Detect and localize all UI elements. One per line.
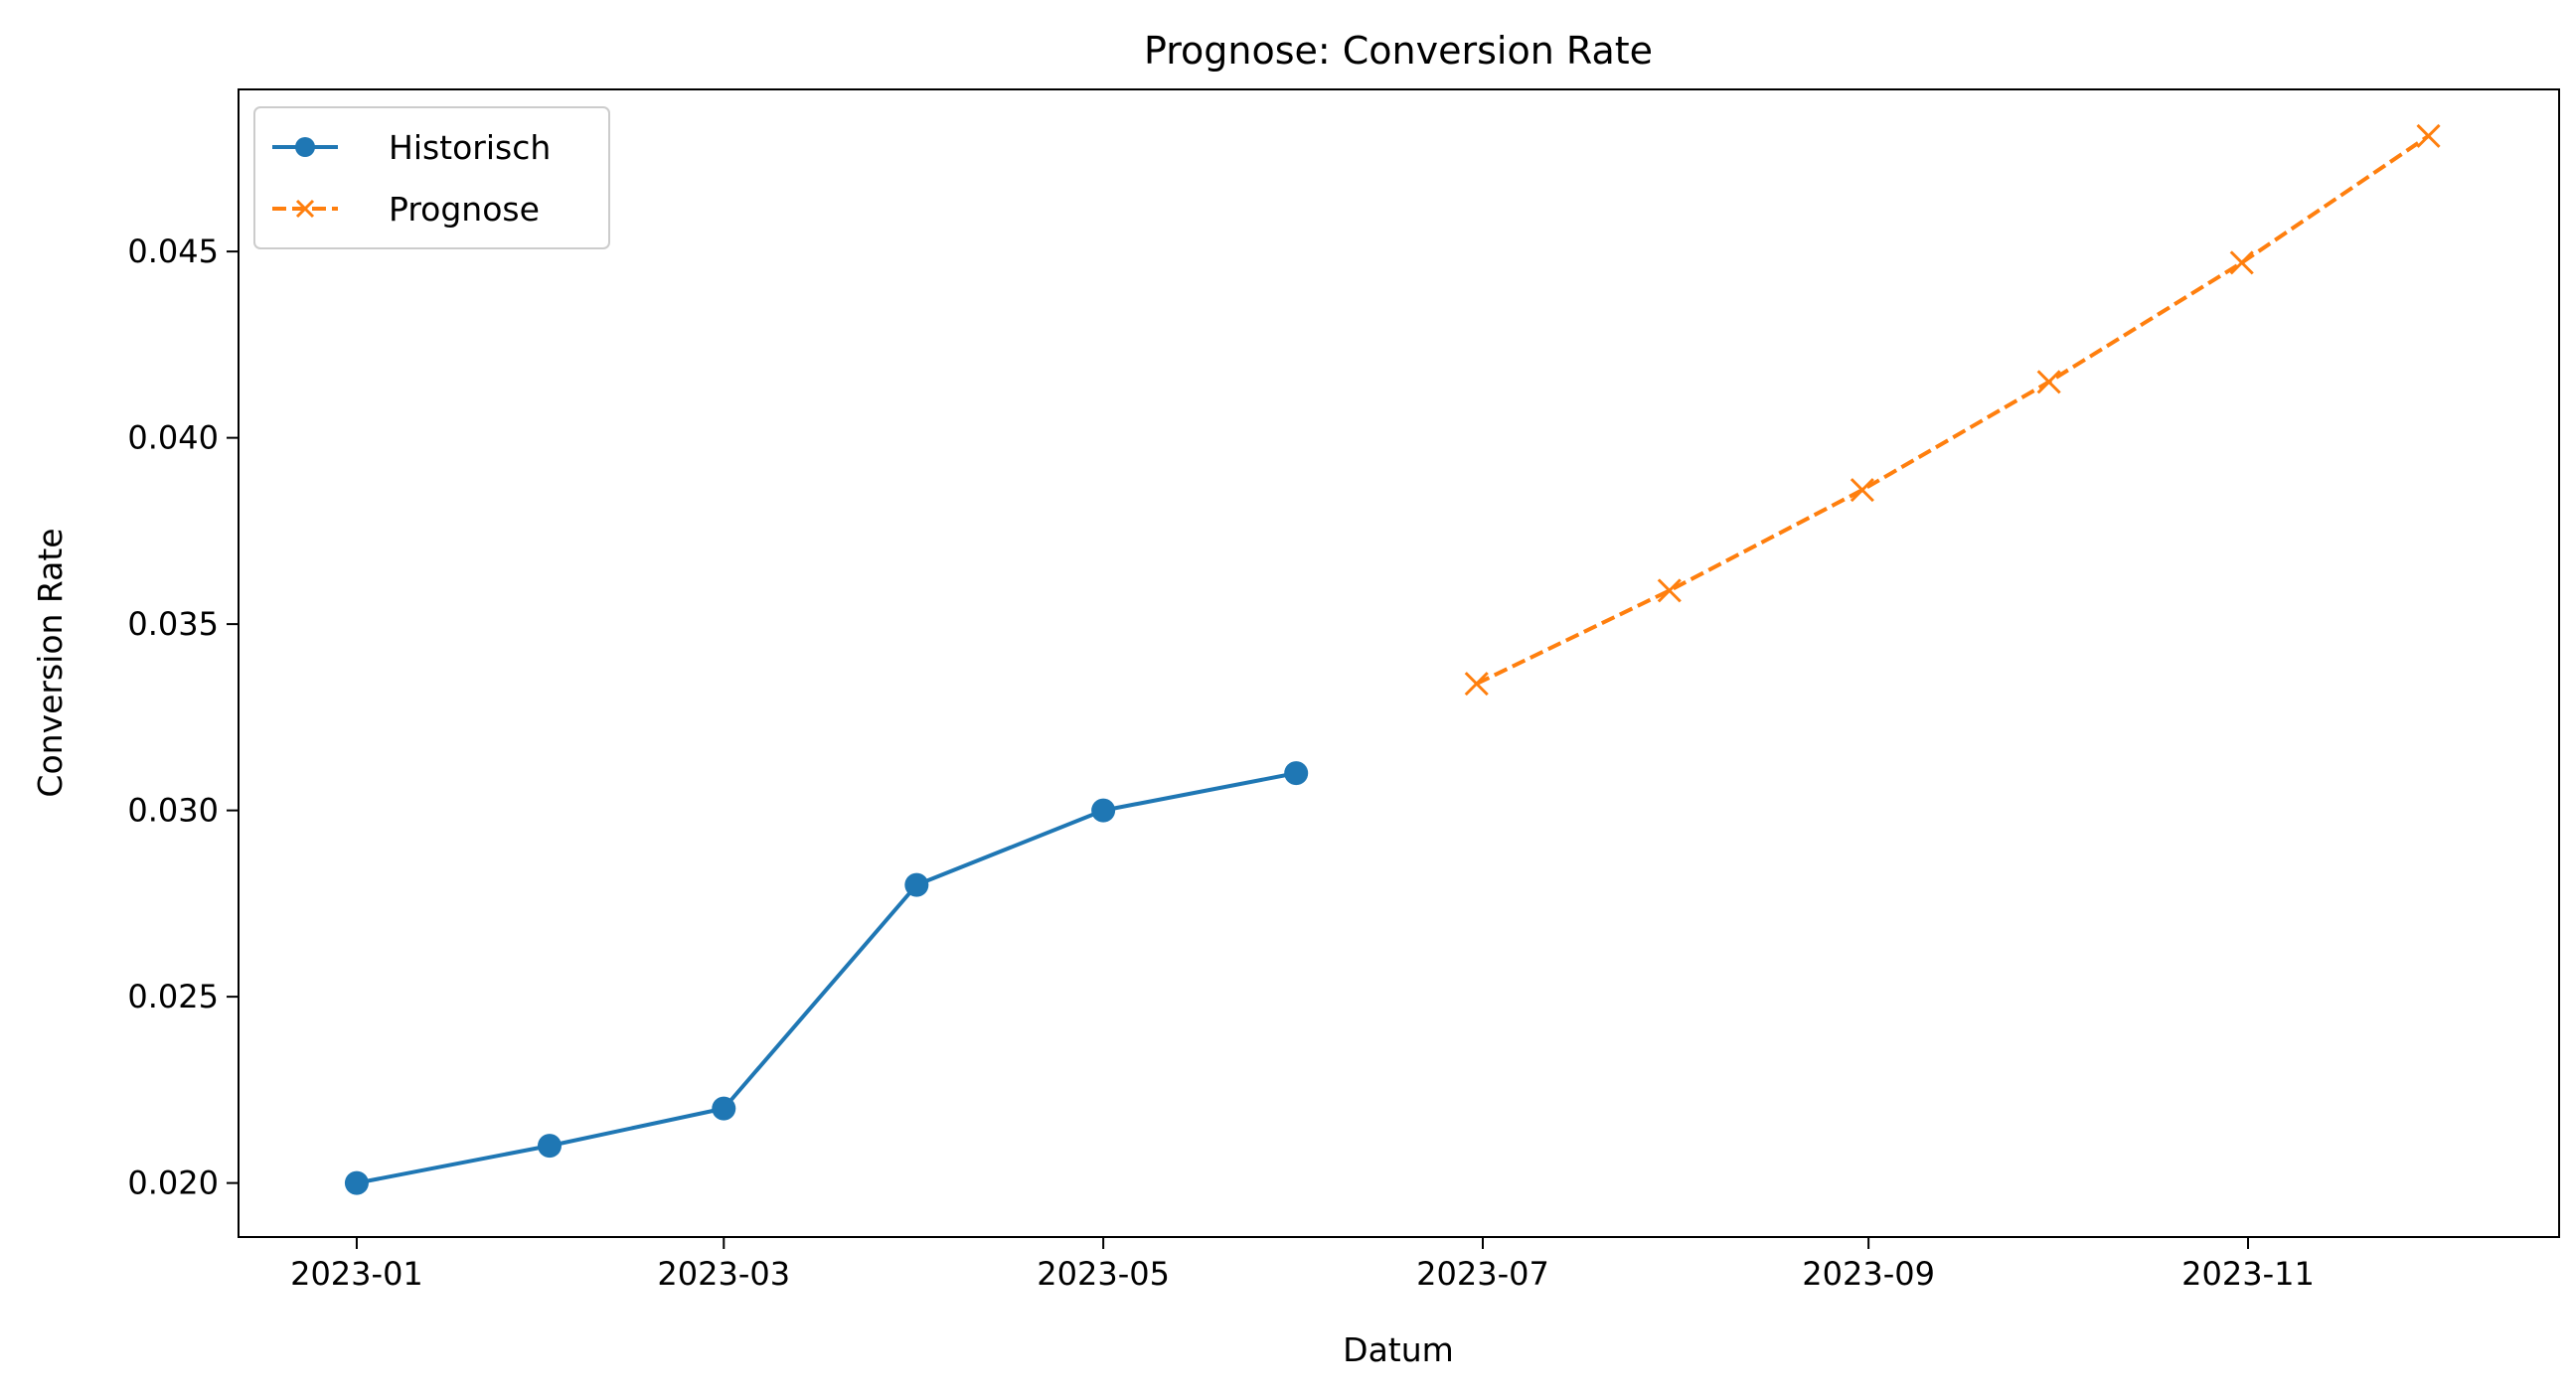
- x-tick-label: 2023-09: [1802, 1255, 1935, 1293]
- y-tick-label: 0.040: [127, 419, 219, 457]
- data-point-prognose: [1850, 478, 1874, 503]
- data-point-prognose: [2416, 123, 2441, 148]
- data-point-historisch: [1284, 761, 1309, 786]
- series-line-prognose: [1475, 134, 2430, 686]
- x-tick-label: 2023-05: [1037, 1255, 1170, 1293]
- series-line-historisch: [356, 771, 1297, 1185]
- x-tick-label: 2023-01: [290, 1255, 423, 1293]
- data-point-prognose: [1464, 672, 1489, 697]
- legend-historisch-marker: [295, 137, 315, 157]
- plot-frame: [238, 88, 2560, 1238]
- data-point-historisch: [904, 872, 929, 897]
- y-tick-label: 0.045: [127, 233, 219, 270]
- y-tick-label: 0.025: [127, 978, 219, 1015]
- x-tick-label: 2023-11: [2181, 1255, 2315, 1293]
- data-point-prognose: [2036, 370, 2061, 394]
- y-axis-ticks: 0.020 0.025 0.030 0.035 0.040 0.045: [127, 233, 239, 1202]
- data-point-historisch: [712, 1096, 736, 1121]
- data-point-historisch: [538, 1134, 563, 1159]
- legend-prognose-marker: [295, 199, 315, 219]
- legend-box: [253, 106, 610, 249]
- x-tick-label: 2023-07: [1416, 1255, 1549, 1293]
- series-layer: [344, 123, 2441, 1195]
- x-axis-label: Datum: [1343, 1330, 1454, 1369]
- legend-historisch-label: Historisch: [389, 128, 551, 167]
- y-axis-label: Conversion Rate: [31, 528, 70, 797]
- chart-title: Prognose: Conversion Rate: [1144, 29, 1653, 73]
- data-point-historisch: [1091, 798, 1116, 823]
- data-point-prognose: [1657, 578, 1682, 603]
- plot-area: [239, 89, 2559, 1237]
- data-point-historisch: [344, 1170, 369, 1195]
- x-axis-ticks: 2023-01 2023-03 2023-05 2023-07 2023-09 2023-…: [290, 1237, 2315, 1293]
- y-tick-label: 0.030: [127, 792, 219, 830]
- legend: Historisch Prognose: [253, 106, 610, 249]
- legend-prognose-label: Prognose: [389, 190, 540, 229]
- x-tick-label: 2023-03: [657, 1255, 790, 1293]
- y-tick-label: 0.035: [127, 605, 219, 643]
- data-point-prognose: [2229, 250, 2254, 275]
- y-tick-label: 0.020: [127, 1165, 219, 1202]
